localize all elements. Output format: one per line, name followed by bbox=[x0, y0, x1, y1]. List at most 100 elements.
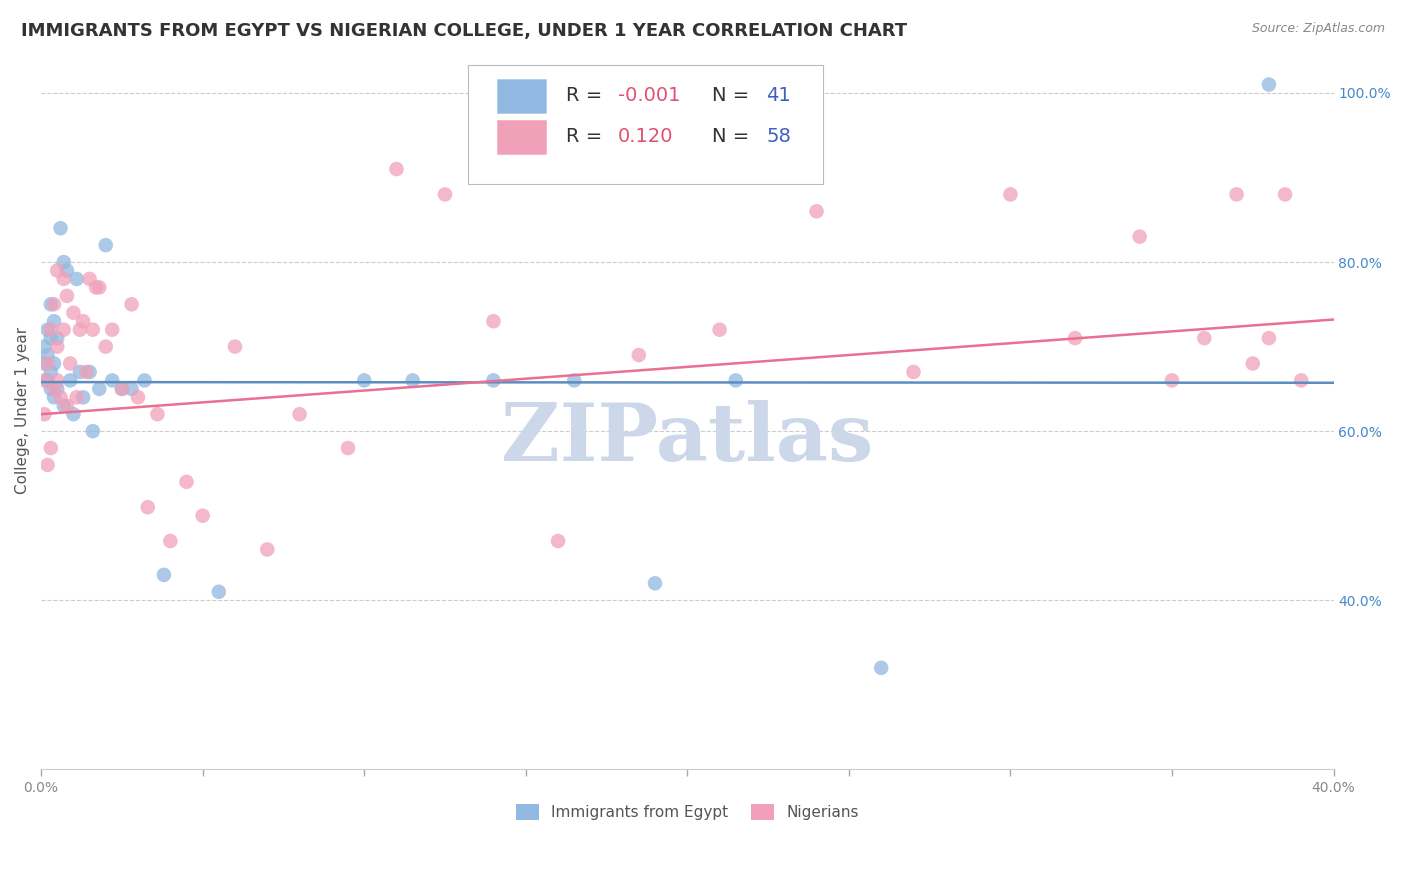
Text: 41: 41 bbox=[766, 87, 792, 105]
Point bbox=[72, 390, 94, 404]
Point bbox=[69, 365, 91, 379]
Point bbox=[42, 314, 65, 328]
Point bbox=[353, 373, 375, 387]
Point bbox=[82, 323, 104, 337]
Point bbox=[146, 407, 169, 421]
Point bbox=[42, 357, 65, 371]
Text: R =: R = bbox=[565, 87, 609, 105]
Point bbox=[101, 373, 124, 387]
Point bbox=[562, 373, 585, 387]
Point bbox=[66, 390, 89, 404]
Point bbox=[136, 500, 159, 515]
Point bbox=[66, 272, 89, 286]
Point bbox=[433, 187, 456, 202]
Point bbox=[337, 441, 360, 455]
Y-axis label: College, Under 1 year: College, Under 1 year bbox=[15, 326, 30, 493]
Point bbox=[84, 280, 107, 294]
Point bbox=[482, 373, 505, 387]
Point bbox=[256, 542, 278, 557]
Point bbox=[627, 348, 650, 362]
Point bbox=[59, 373, 82, 387]
Point bbox=[34, 340, 56, 354]
FancyBboxPatch shape bbox=[498, 78, 547, 113]
Point bbox=[288, 407, 311, 421]
Point bbox=[644, 576, 666, 591]
Point bbox=[208, 584, 231, 599]
Point bbox=[37, 373, 59, 387]
Point bbox=[870, 661, 893, 675]
Point bbox=[724, 373, 747, 387]
Point bbox=[89, 280, 111, 294]
Point bbox=[75, 365, 97, 379]
Point bbox=[94, 238, 117, 252]
Point bbox=[1000, 187, 1022, 202]
Point bbox=[62, 306, 84, 320]
Point bbox=[1289, 373, 1312, 387]
Point bbox=[134, 373, 156, 387]
Point bbox=[709, 323, 731, 337]
Point bbox=[39, 382, 62, 396]
Point bbox=[42, 297, 65, 311]
Point bbox=[69, 323, 91, 337]
Point bbox=[806, 204, 828, 219]
Text: -0.001: -0.001 bbox=[617, 87, 681, 105]
Point bbox=[46, 373, 69, 387]
Point bbox=[89, 382, 111, 396]
Point bbox=[52, 323, 75, 337]
Point bbox=[402, 373, 425, 387]
Point bbox=[34, 357, 56, 371]
Point bbox=[39, 323, 62, 337]
Point bbox=[191, 508, 214, 523]
Point bbox=[49, 390, 72, 404]
Point bbox=[1194, 331, 1216, 345]
Point bbox=[52, 272, 75, 286]
Point bbox=[127, 390, 149, 404]
Point bbox=[547, 534, 569, 549]
Point bbox=[56, 263, 79, 277]
FancyBboxPatch shape bbox=[468, 65, 823, 184]
Point bbox=[111, 382, 134, 396]
Text: N =: N = bbox=[711, 87, 755, 105]
Point bbox=[101, 323, 124, 337]
FancyBboxPatch shape bbox=[498, 120, 547, 154]
Point bbox=[34, 407, 56, 421]
Text: Source: ZipAtlas.com: Source: ZipAtlas.com bbox=[1251, 22, 1385, 36]
Point bbox=[56, 399, 79, 413]
Point bbox=[39, 441, 62, 455]
Point bbox=[79, 272, 101, 286]
Point bbox=[1064, 331, 1087, 345]
Point bbox=[37, 357, 59, 371]
Point bbox=[39, 331, 62, 345]
Point bbox=[34, 373, 56, 387]
Legend: Immigrants from Egypt, Nigerians: Immigrants from Egypt, Nigerians bbox=[510, 798, 865, 826]
Point bbox=[49, 221, 72, 235]
Point bbox=[1241, 357, 1264, 371]
Text: N =: N = bbox=[711, 128, 755, 146]
Point bbox=[903, 365, 925, 379]
Point bbox=[56, 289, 79, 303]
Point bbox=[1257, 78, 1279, 92]
Point bbox=[176, 475, 198, 489]
Point bbox=[159, 534, 181, 549]
Point bbox=[153, 567, 176, 582]
Text: 0.120: 0.120 bbox=[617, 128, 673, 146]
Point bbox=[42, 382, 65, 396]
Point bbox=[42, 390, 65, 404]
Text: IMMIGRANTS FROM EGYPT VS NIGERIAN COLLEGE, UNDER 1 YEAR CORRELATION CHART: IMMIGRANTS FROM EGYPT VS NIGERIAN COLLEG… bbox=[21, 22, 907, 40]
Point bbox=[94, 340, 117, 354]
Point bbox=[482, 314, 505, 328]
Point bbox=[1161, 373, 1184, 387]
Point bbox=[46, 382, 69, 396]
Point bbox=[52, 399, 75, 413]
Point bbox=[37, 348, 59, 362]
Point bbox=[37, 458, 59, 472]
Point bbox=[46, 263, 69, 277]
Point bbox=[59, 357, 82, 371]
Point bbox=[224, 340, 246, 354]
Text: ZIPatlas: ZIPatlas bbox=[501, 400, 873, 478]
Point bbox=[82, 424, 104, 438]
Point bbox=[1226, 187, 1249, 202]
Point bbox=[385, 162, 408, 177]
Text: 58: 58 bbox=[766, 128, 792, 146]
Point bbox=[72, 314, 94, 328]
